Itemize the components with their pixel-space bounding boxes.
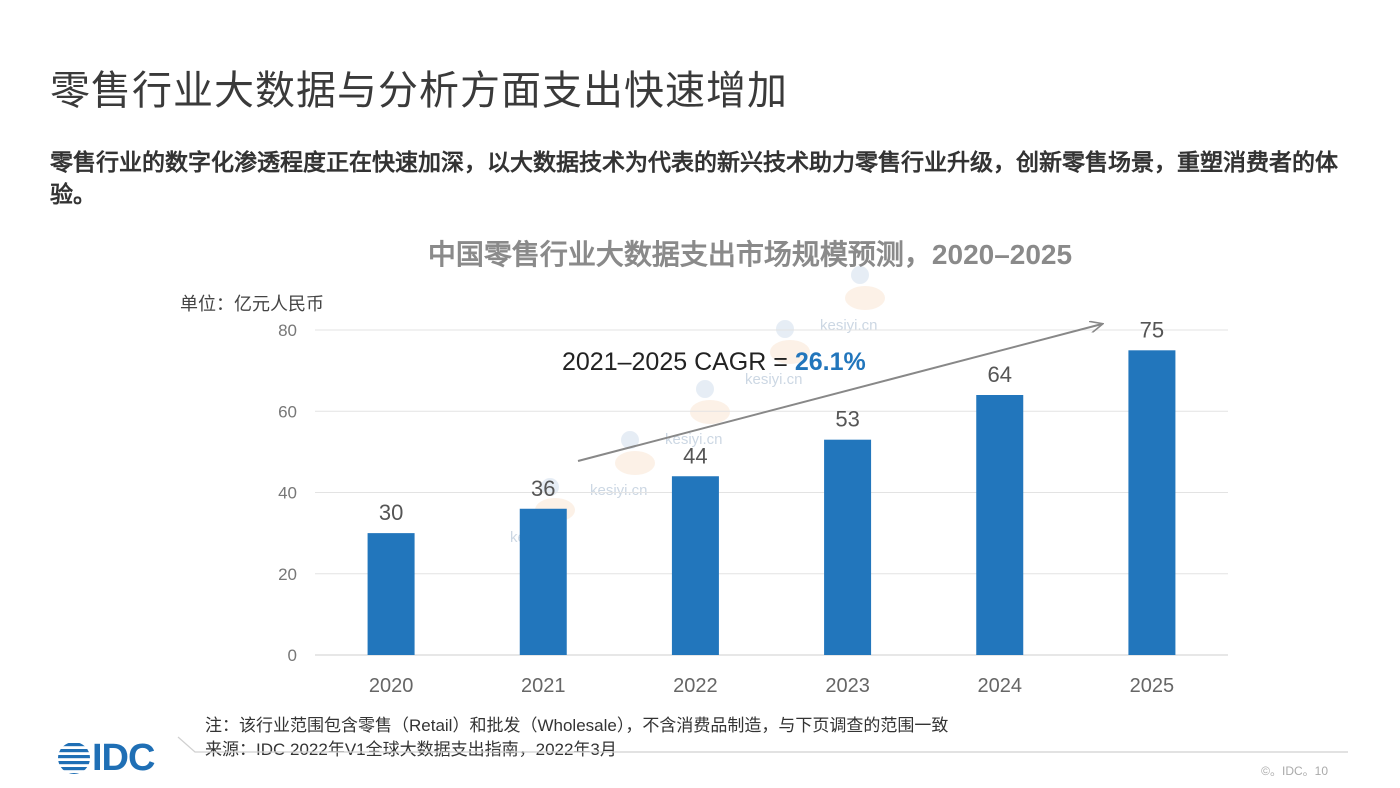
y-tick-label: 60 (278, 402, 297, 421)
watermark-figure (770, 340, 810, 364)
y-tick-label: 0 (288, 646, 297, 665)
bar-2021 (519, 508, 567, 655)
watermark-figure (776, 320, 794, 338)
watermark-text: kesiyi.cn (590, 482, 648, 499)
watermark-figure (690, 400, 730, 424)
data-label-2024: 64 (988, 362, 1012, 387)
bar-2022 (671, 476, 719, 655)
data-labels: 30 36 44 53 64 75 (379, 317, 1164, 525)
y-tick-label: 40 (278, 484, 297, 503)
y-tick-label: 80 (278, 321, 297, 340)
unit-label: 单位：亿元人民币 (180, 294, 324, 314)
bar-2020 (367, 533, 415, 655)
bar-2025 (1128, 350, 1176, 655)
bar-2023 (824, 439, 872, 655)
watermark-figure (851, 266, 869, 284)
bar-2024 (976, 395, 1024, 655)
x-tick-label: 2021 (521, 675, 566, 697)
logo-text: IDC (92, 737, 155, 779)
watermark-figure (615, 451, 655, 475)
bars (367, 350, 1176, 655)
page-title: 零售行业大数据与分析方面支出快速增加 (50, 69, 788, 113)
data-label-2021: 36 (531, 476, 555, 501)
data-label-2023: 53 (835, 407, 859, 432)
x-tick-label: 2023 (825, 675, 870, 697)
page-subtitle: 零售行业的数字化渗透程度正在快速加深，以大数据技术为代表的新兴技术助力零售行业升… (50, 149, 1338, 207)
watermark-figure (696, 380, 714, 398)
y-axis-ticks: 0 20 40 60 80 (278, 321, 297, 665)
y-tick-label: 20 (278, 565, 297, 584)
data-label-2020: 30 (379, 500, 403, 525)
watermark-text: kesiyi.cn (820, 317, 878, 334)
x-tick-label: 2024 (978, 675, 1023, 697)
watermark-figure (845, 286, 885, 310)
chart-source: 来源：IDC 2022年V1全球大数据支出指南，2022年3月 (205, 740, 617, 759)
x-tick-label: 2025 (1130, 675, 1175, 697)
cagr-prefix: 2021–2025 CAGR = (562, 348, 795, 376)
watermark-text: kesiyi.cn (745, 371, 803, 388)
globe-icon (58, 743, 90, 774)
data-label-2022: 44 (683, 443, 707, 468)
watermark-figure (621, 431, 639, 449)
idc-logo: IDC (56, 737, 155, 779)
chart-title: 中国零售行业大数据支出市场规模预测，2020–2025 (427, 239, 1073, 270)
x-tick-label: 2020 (369, 675, 414, 697)
chart-note: 注：该行业范围包含零售（Retail）和批发（Wholesale），不含消费品制… (205, 716, 949, 735)
cagr-value: 26.1% (795, 348, 866, 376)
trend-arrow (577, 324, 1102, 462)
footer-copyright: ©。IDC。10 (1261, 764, 1328, 778)
watermark-figure (541, 478, 559, 496)
cagr-annotation: 2021–2025 CAGR = 26.1% (562, 348, 866, 376)
x-tick-label: 2022 (673, 675, 718, 697)
x-axis-ticks: 2020 2021 2022 2023 2024 2025 (369, 675, 1174, 697)
data-label-2025: 75 (1140, 317, 1164, 342)
